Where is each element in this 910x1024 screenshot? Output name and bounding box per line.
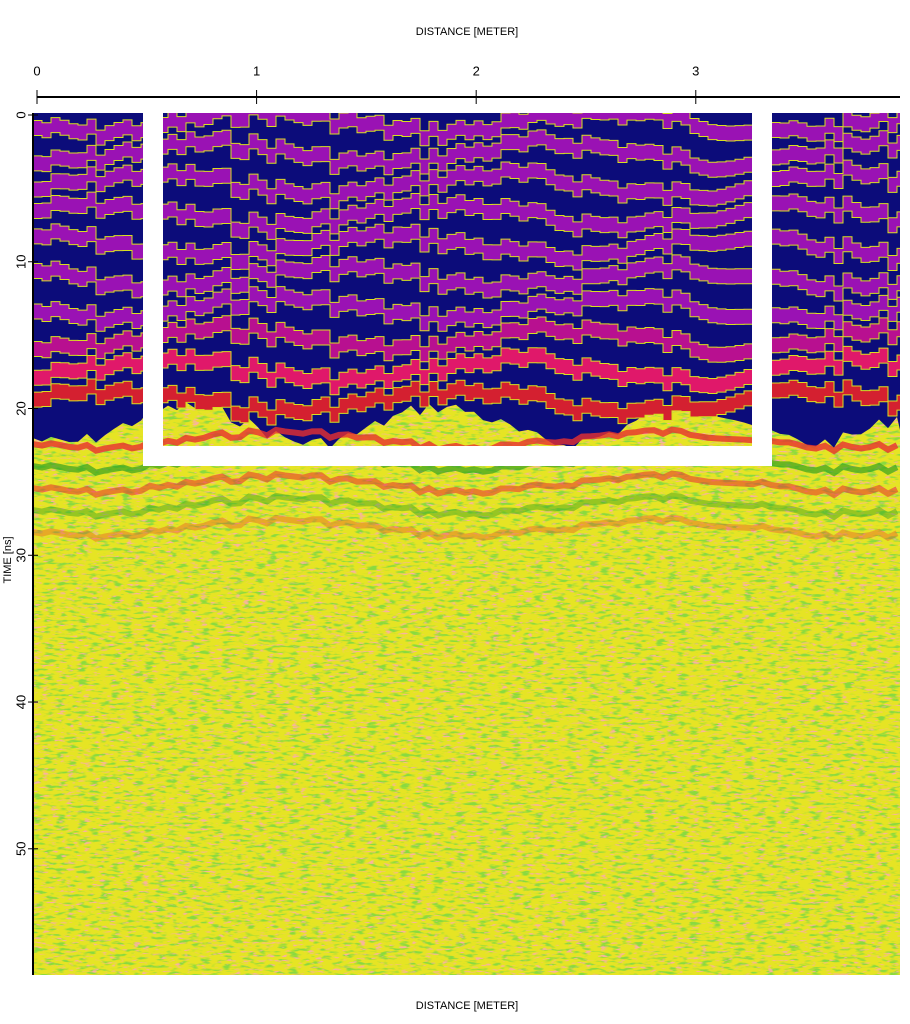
highlight-box <box>143 113 772 466</box>
y-tick-label: 40 <box>13 695 28 709</box>
texture-band <box>33 514 899 543</box>
texture-band <box>33 345 900 396</box>
x-axis-title-bottom: DISTANCE [METER] <box>416 1000 518 1012</box>
y-axis-title: TIME [ns] <box>2 536 14 583</box>
y-tick-label: 0 <box>13 111 28 118</box>
x-tick-label: 0 <box>33 63 40 78</box>
y-tick-label: 10 <box>13 255 28 269</box>
texture-band <box>33 286 900 332</box>
x-tick-label: 3 <box>692 63 699 78</box>
x-axis-title-top: DISTANCE [METER] <box>416 26 518 38</box>
texture-band <box>33 113 900 147</box>
texture-band <box>33 378 900 426</box>
radargram-image <box>33 113 900 975</box>
texture-band <box>33 159 900 210</box>
texture-band <box>33 223 900 271</box>
texture-band <box>33 129 900 178</box>
texture-band <box>33 254 900 302</box>
y-tick-label: 30 <box>13 548 28 562</box>
y-tick-label: 20 <box>13 401 28 415</box>
texture-band <box>33 470 899 499</box>
texture-band <box>33 191 900 240</box>
y-tick-label: 50 <box>13 842 28 856</box>
x-tick-label: 2 <box>473 63 480 78</box>
x-tick-label: 1 <box>253 63 260 78</box>
texture-band <box>33 492 899 521</box>
texture-band <box>33 315 900 363</box>
